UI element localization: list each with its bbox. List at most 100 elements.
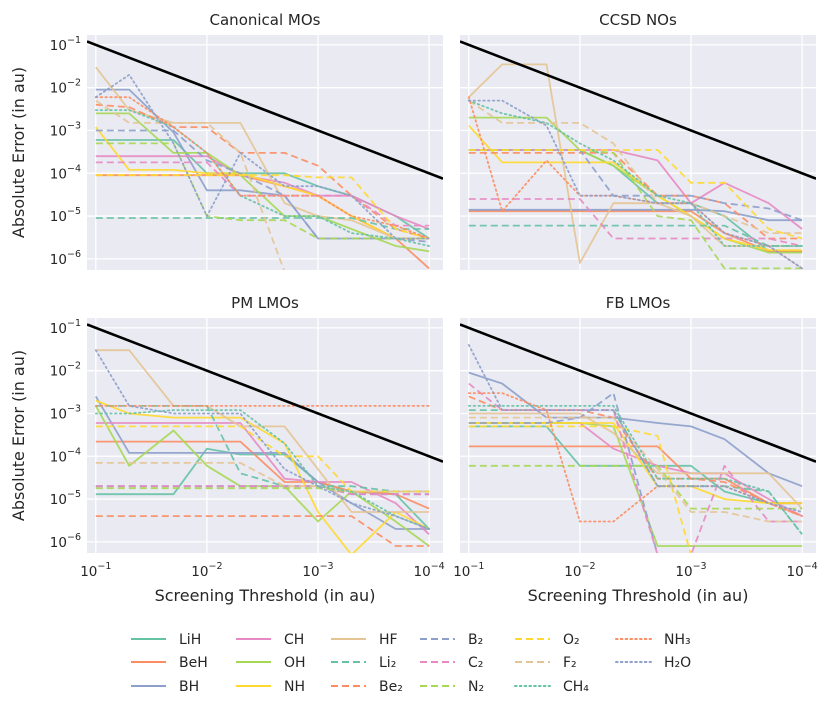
series-ch4 (467, 99, 803, 247)
x-tick-label: 10−4 (414, 561, 445, 580)
legend-label: OH (284, 655, 306, 671)
series-li2 (468, 224, 803, 247)
legend-label: LiH (179, 632, 201, 648)
series-nh (468, 124, 803, 252)
legend-label: H₂O (664, 655, 691, 671)
series-lines (460, 40, 816, 270)
legend-label: F₂ (563, 655, 577, 671)
series-ch4 (467, 404, 803, 536)
series-bh (95, 395, 430, 530)
series-nh (95, 399, 430, 553)
series-n2 (95, 142, 430, 240)
panel-title: FB LMOs (606, 294, 671, 312)
legend-item-ch4: CH₄ (514, 679, 589, 695)
series-be2 (95, 103, 430, 240)
reference-line (460, 323, 816, 463)
panel-pm-lmos: PM LMOs 10−1 10−2 10−3 10−4 10−5 10−6 10−1 10−2 1… (9, 294, 445, 605)
legend-label: Be₂ (379, 679, 403, 695)
plot-area (460, 318, 816, 553)
legend-item-f2: F₂ (515, 655, 577, 671)
legend-label: BeH (179, 655, 208, 671)
legend-item-hf: HF (331, 632, 398, 648)
legend-item-nh3: NH₃ (615, 632, 691, 648)
panel-title: CCSD NOs (599, 11, 677, 29)
legend-label: NH₃ (664, 632, 691, 648)
y-axis-label: Absolute Error (in au) (9, 67, 28, 238)
series-f2 (95, 461, 430, 493)
y-tick-label: 10−1 (50, 318, 81, 337)
series-h2o (467, 343, 803, 513)
legend-item-o2: O₂ (515, 632, 580, 648)
series-h2o (94, 73, 431, 240)
legend-item-li2: Li₂ (331, 655, 396, 671)
panel-fb-lmos: FB LMOs 10−1 10−2 10−3 10−4 Screening Thresho… (453, 294, 818, 605)
series-lines (87, 40, 443, 270)
legend-item-h2o: H₂O (615, 655, 691, 671)
series-lines (87, 323, 443, 553)
series-lines (460, 323, 816, 553)
series-c2 (468, 198, 803, 247)
series-bh (468, 371, 803, 488)
y-tick-label: 10−5 (50, 489, 81, 508)
legend-label: C₂ (468, 655, 483, 671)
legend-label: BH (179, 679, 199, 695)
legend-label: CH (284, 632, 304, 648)
legend-item-be2: Be₂ (331, 679, 403, 695)
series-o2 (95, 174, 430, 240)
series-f2 (468, 99, 803, 235)
legend-label: Li₂ (379, 655, 396, 671)
x-tick-label: 10−2 (191, 561, 222, 580)
series-ch4 (94, 409, 431, 530)
legend-label: B₂ (468, 632, 483, 648)
series-h2o (467, 99, 803, 270)
y-tick-label: 10−4 (50, 163, 81, 182)
series-n2 (468, 464, 803, 510)
y-tick-label: 10−1 (50, 35, 81, 54)
series-hf (468, 412, 803, 510)
y-tick-label: 10−3 (50, 403, 81, 422)
reference-line (460, 40, 816, 180)
legend-label: N₂ (468, 679, 484, 695)
series-hf (468, 63, 803, 264)
legend-item-b2: B₂ (420, 632, 483, 648)
legend-item-lih: LiH (131, 632, 201, 648)
series-b2 (95, 129, 430, 243)
panel-ccsd-nos: CCSD NOs (460, 11, 816, 270)
series-ch4 (94, 109, 431, 247)
legend-label: NH (284, 679, 305, 695)
y-tick-label: 10−2 (50, 78, 81, 97)
legend-label: CH₄ (563, 679, 589, 695)
panel-canonical-mos: Canonical MOs 10−1 10−2 10−3 10−4 10−5 10−6 Abs… (9, 11, 443, 270)
x-tick-label: 10−3 (675, 561, 706, 580)
panel-title: PM LMOs (231, 294, 299, 312)
series-li2 (95, 404, 430, 493)
series-bh (95, 88, 430, 240)
legend-item-ch: CH (236, 632, 304, 648)
reference-line (87, 40, 443, 180)
legend-item-bh: BH (131, 679, 199, 695)
series-li2 (95, 217, 430, 230)
legend: LiH BeH BH CH OH NH HF Li₂ Be₂ B₂ C₂ N₂ O₂ F₂ CH₄ NH₃ H₂… (131, 632, 691, 695)
x-tick-label: 10−4 (787, 561, 818, 580)
series-be2 (95, 515, 430, 547)
series-beh (468, 210, 803, 253)
legend-item-n2: N₂ (420, 679, 484, 695)
legend-item-c2: C₂ (420, 655, 483, 671)
series-o2 (468, 425, 692, 553)
y-tick-label: 10−2 (50, 361, 81, 380)
y-axis-label: Absolute Error (in au) (9, 350, 28, 521)
legend-item-nh: NH (236, 679, 305, 695)
series-bh (468, 208, 803, 222)
legend-label: O₂ (563, 632, 580, 648)
series-be2 (468, 151, 803, 240)
reference-line (87, 323, 443, 463)
y-tick-label: 10−6 (50, 532, 81, 551)
series-ch (95, 422, 430, 535)
y-tick-label: 10−5 (50, 206, 81, 225)
series-nh3 (467, 392, 803, 523)
legend-label: HF (379, 632, 398, 648)
x-tick-label: 10−1 (80, 561, 111, 580)
series-o2 (468, 149, 803, 240)
x-axis-label: Screening Threshold (in au) (528, 586, 749, 605)
y-tick-label: 10−3 (50, 120, 81, 139)
